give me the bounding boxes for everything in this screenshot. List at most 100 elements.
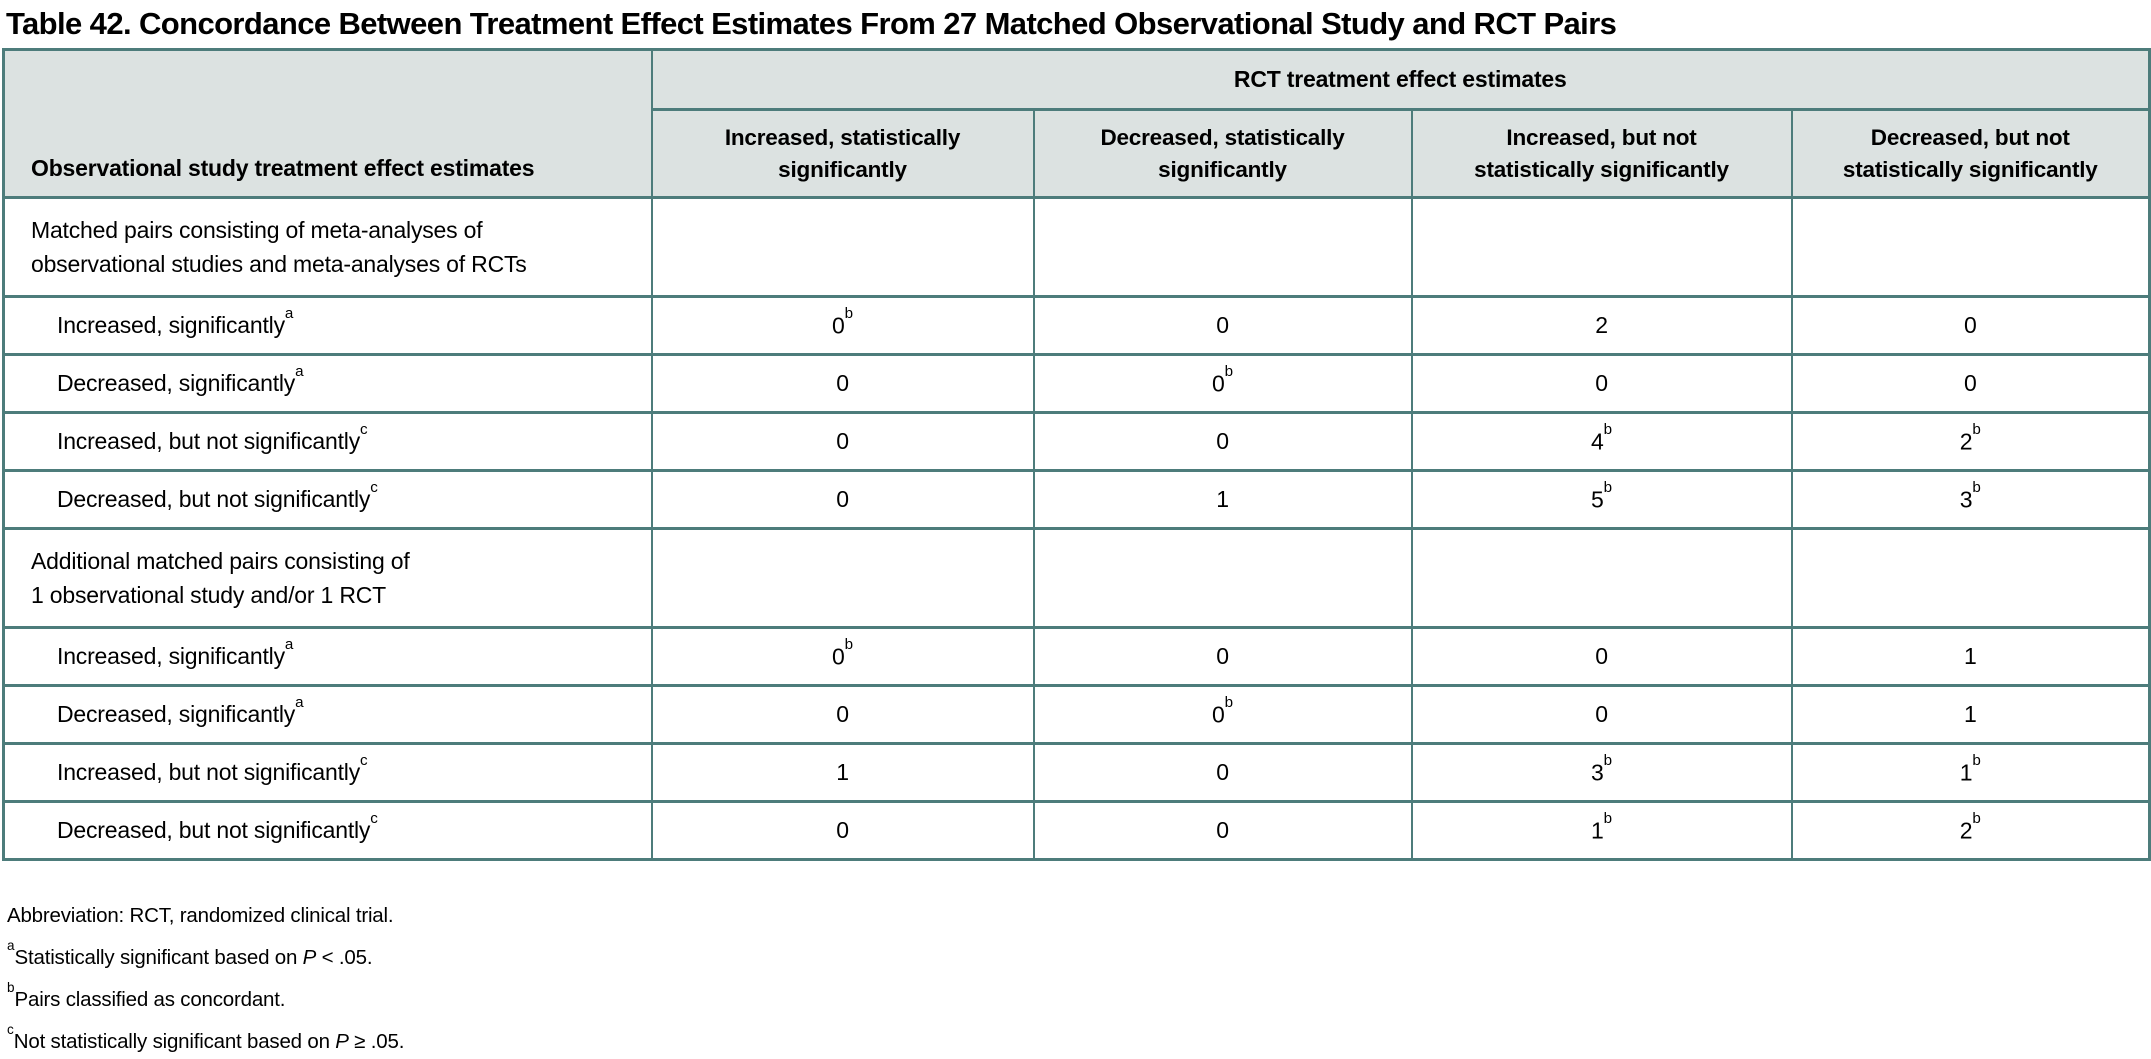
data-cell: 0 bbox=[650, 684, 1035, 745]
superscript-marker: a bbox=[284, 304, 294, 322]
column-header-1: Increased, statistically significantly bbox=[650, 108, 1035, 199]
data-cell bbox=[1790, 196, 2151, 298]
row-label: Decreased, but not significantlyc bbox=[2, 800, 653, 861]
data-cell: 1 bbox=[1032, 469, 1413, 530]
table-row: Increased, significantlya 0b 0 0 1 bbox=[2, 626, 2151, 687]
superscript-marker: b bbox=[1224, 693, 1234, 711]
footnote: cNot statistically significant based on … bbox=[7, 1021, 405, 1053]
data-cell: 2b bbox=[1790, 411, 2151, 472]
data-cell: 0 bbox=[1032, 742, 1413, 803]
italic-p: P bbox=[302, 945, 317, 969]
data-cell: 3b bbox=[1410, 742, 1793, 803]
group-row-label: Additional matched pairs consisting of 1 … bbox=[2, 527, 653, 629]
column-header-4: Decreased, but not statistically signific… bbox=[1790, 108, 2151, 199]
footnote: Abbreviation: RCT, randomized clinical t… bbox=[7, 904, 394, 927]
data-cell bbox=[1032, 196, 1413, 298]
data-cell: 0b bbox=[1032, 684, 1413, 745]
footnote: aStatistically significant based on P < … bbox=[7, 937, 373, 969]
data-cell: 0 bbox=[1790, 295, 2151, 356]
column-header-3: Increased, but not statistically signific… bbox=[1410, 108, 1793, 199]
row-label: Increased, but not significantlyc bbox=[2, 411, 653, 472]
data-cell: 3b bbox=[1790, 469, 2151, 530]
column-header-2: Decreased, statistically significantly bbox=[1032, 108, 1413, 199]
superscript-marker: c bbox=[370, 809, 378, 827]
table-row: Decreased, significantlya 0 0b 0 1 bbox=[2, 684, 2151, 745]
footnotes-block: Abbreviation: RCT, randomized clinical t… bbox=[7, 898, 404, 1059]
superscript-marker: c bbox=[360, 751, 368, 769]
data-cell: 0 bbox=[1032, 411, 1413, 472]
data-cell bbox=[1790, 527, 2151, 629]
footnote: bPairs classified as concordant. bbox=[7, 979, 286, 1011]
data-cell: 0b bbox=[1032, 353, 1413, 414]
table-row: Decreased, significantlya 0 0b 0 0 bbox=[2, 353, 2151, 414]
italic-p: P bbox=[335, 1029, 349, 1053]
data-cell: 0 bbox=[650, 800, 1035, 861]
superscript-marker: b bbox=[844, 304, 854, 322]
data-cell: 0 bbox=[1410, 684, 1793, 745]
data-cell: 4b bbox=[1410, 411, 1793, 472]
data-cell: 0 bbox=[650, 469, 1035, 530]
row-label: Increased, significantlya bbox=[2, 626, 653, 687]
data-cell: 5b bbox=[1410, 469, 1793, 530]
data-cell bbox=[1032, 527, 1413, 629]
superscript-marker: a bbox=[7, 937, 15, 953]
table-title: Table 42. Concordance Between Treatment … bbox=[6, 6, 1617, 41]
data-cell: 1 bbox=[1790, 684, 2151, 745]
row-label: Decreased, significantlya bbox=[2, 353, 653, 414]
data-cell: 0 bbox=[1032, 295, 1413, 356]
data-cell: 1b bbox=[1410, 800, 1793, 861]
data-cell: 1 bbox=[1790, 626, 2151, 687]
superscript-marker: b bbox=[1603, 751, 1613, 769]
superscript-marker: b bbox=[1224, 362, 1234, 380]
data-cell: 2 bbox=[1410, 295, 1793, 356]
row-label: Decreased, significantlya bbox=[2, 684, 653, 745]
row-label: Increased, but not significantlyc bbox=[2, 742, 653, 803]
data-cell: 1 bbox=[650, 742, 1035, 803]
data-cell: 0 bbox=[1790, 353, 2151, 414]
data-cell: 0 bbox=[650, 353, 1035, 414]
data-cell: 0 bbox=[650, 411, 1035, 472]
corner-header: Observational study treatment effect est… bbox=[2, 48, 653, 199]
superscript-marker: b bbox=[1972, 478, 1981, 496]
table-row: Increased, significantlya 0b 0 2 0 bbox=[2, 295, 2151, 356]
concordance-table: Observational study treatment effect est… bbox=[2, 48, 2151, 861]
header-row-columns: Increased, statistically significantly Dec… bbox=[4, 108, 2151, 199]
table-row: Decreased, but not significantlyc 0 0 1b 2b bbox=[2, 800, 2151, 861]
superscript-marker: c bbox=[7, 1021, 14, 1037]
table-header: Observational study treatment effect est… bbox=[2, 48, 2151, 199]
data-cell: 0b bbox=[650, 626, 1035, 687]
superscript-marker: a bbox=[295, 362, 304, 380]
data-cell bbox=[650, 196, 1035, 298]
data-cell: 0 bbox=[1410, 353, 1793, 414]
table-body: Matched pairs consisting of meta-analyse… bbox=[2, 196, 2151, 861]
superscript-marker: b bbox=[7, 979, 15, 995]
superscript-marker: b bbox=[844, 635, 854, 653]
header-row-span: Observational study treatment effect est… bbox=[2, 48, 2151, 199]
superscript-marker: c bbox=[370, 478, 378, 496]
data-cell: 0 bbox=[1410, 626, 1793, 687]
data-cell: 0 bbox=[1032, 626, 1413, 687]
data-cell: 0b bbox=[650, 295, 1035, 356]
data-cell: 0 bbox=[1032, 800, 1413, 861]
row-label: Decreased, but not significantlyc bbox=[2, 469, 653, 530]
table-row: Increased, but not significantlyc 0 0 4b 2b bbox=[2, 411, 2151, 472]
superscript-marker: b bbox=[1603, 420, 1613, 438]
superscript-marker: b bbox=[1603, 478, 1613, 496]
table-row: Increased, but not significantlyc 1 0 3b 1b bbox=[2, 742, 2151, 803]
superscript-marker: b bbox=[1972, 809, 1981, 827]
superscript-marker: a bbox=[284, 635, 294, 653]
data-cell: 2b bbox=[1790, 800, 2151, 861]
superscript-marker: b bbox=[1972, 751, 1981, 769]
table-row: Matched pairs consisting of meta-analyse… bbox=[2, 196, 2151, 298]
rct-span-header: RCT treatment effect estimates bbox=[650, 48, 2151, 111]
superscript-marker: c bbox=[360, 420, 368, 438]
superscript-marker: b bbox=[1603, 809, 1613, 827]
data-cell bbox=[1410, 527, 1793, 629]
superscript-marker: b bbox=[1972, 420, 1981, 438]
data-cell: 1b bbox=[1790, 742, 2151, 803]
row-label: Increased, significantlya bbox=[2, 295, 653, 356]
data-cell bbox=[650, 527, 1035, 629]
group-row-label: Matched pairs consisting of meta-analyse… bbox=[2, 196, 653, 298]
superscript-marker: a bbox=[295, 693, 304, 711]
table-row: Decreased, but not significantlyc 0 1 5b 3b bbox=[2, 469, 2151, 530]
